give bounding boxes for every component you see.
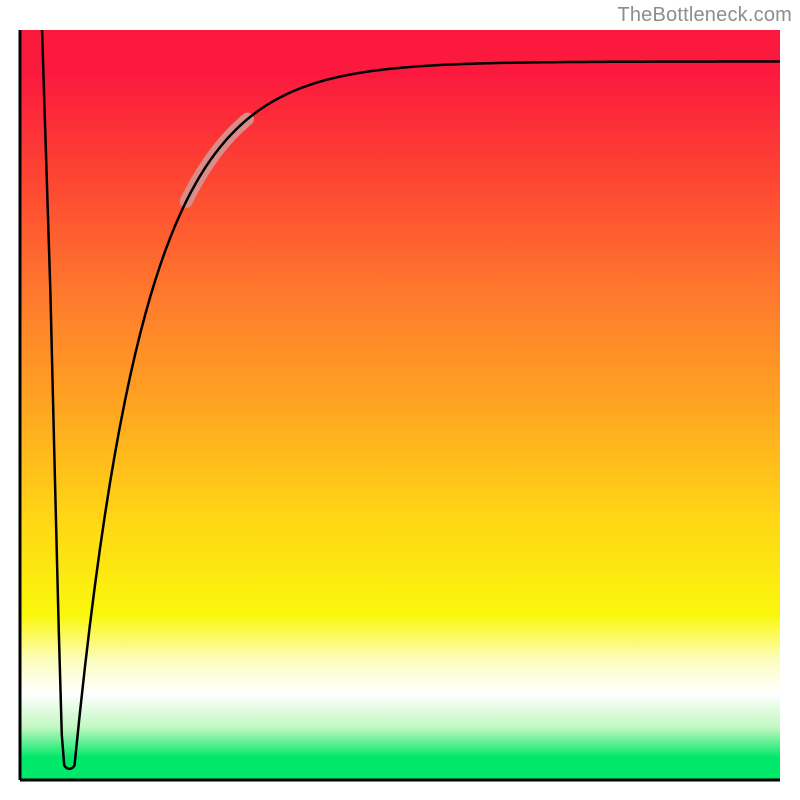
chart-stage: TheBottleneck.com — [0, 0, 800, 800]
bottleneck-chart — [0, 0, 800, 800]
gradient-background — [20, 30, 780, 780]
attribution-label: TheBottleneck.com — [617, 4, 792, 27]
